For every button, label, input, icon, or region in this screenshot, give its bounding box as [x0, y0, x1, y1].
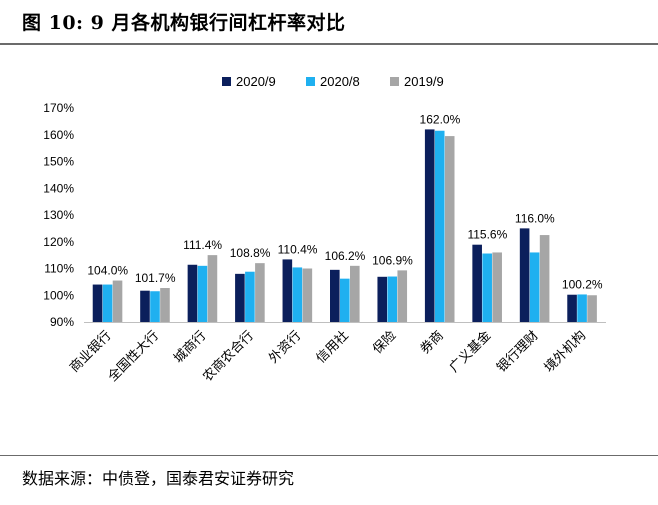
bottom-rule [0, 455, 658, 456]
bar-2020-8 [150, 291, 160, 322]
y-tick-label: 160% [43, 128, 74, 142]
bar-2020-9 [519, 228, 530, 322]
x-category-label: 农商农合行 [200, 328, 257, 385]
y-tick-label: 90% [50, 315, 74, 329]
bar-2019-9 [350, 265, 360, 322]
bar-chart: 90% 100% 110% 120% 130% 140% 150% 160% 170% 104.0… [43, 74, 606, 385]
bar-2020-8 [577, 294, 587, 322]
bar-2020-9 [472, 244, 482, 322]
data-label: 106.2% [325, 249, 366, 263]
data-label: 100.2% [562, 277, 603, 291]
y-tick-label: 170% [43, 101, 74, 115]
bar-2020-9 [282, 259, 293, 322]
legend-swatch [306, 77, 315, 86]
bar-2020-9 [140, 290, 150, 322]
data-source-note: 数据来源：中债登，国泰君安证券研究 [22, 469, 295, 488]
legend-label: 2019/9 [404, 74, 444, 89]
data-label: 101.7% [135, 271, 176, 285]
y-tick-label: 150% [43, 155, 74, 169]
bar-2020-8 [434, 130, 445, 322]
bar-2020-9 [330, 269, 340, 322]
legend-label: 2020/9 [236, 74, 276, 89]
data-label: 110.4% [278, 242, 318, 256]
bar-2020-8 [482, 253, 492, 322]
bar-2019-9 [255, 263, 265, 322]
y-tick-label: 110% [44, 262, 74, 276]
bar-2020-9 [235, 273, 245, 322]
top-rule [0, 43, 658, 45]
bar-2019-9 [112, 280, 123, 322]
bar-2019-9 [207, 255, 218, 322]
legend-swatch [390, 77, 399, 86]
bar-2020-8 [292, 267, 303, 322]
bar-2020-8 [529, 252, 540, 322]
x-category-label: 境外机构 [542, 328, 589, 375]
bar-2020-8 [197, 265, 208, 322]
legend-swatch [222, 77, 231, 86]
bar-2019-9 [160, 288, 170, 322]
data-label: 111.4% [183, 238, 222, 252]
bar-2020-8 [102, 284, 113, 322]
y-tick-label: 140% [43, 181, 74, 195]
data-label: 104.0% [87, 264, 128, 278]
bar-2020-9 [424, 129, 435, 322]
x-category-label: 银行理财 [494, 328, 541, 375]
bar-2019-9 [397, 270, 408, 322]
bar-2020-9 [377, 276, 388, 322]
bar-2019-9 [587, 295, 597, 322]
bar-2020-9 [567, 294, 577, 322]
legend-label: 2020/8 [320, 74, 360, 89]
y-tick-label: 120% [43, 235, 74, 249]
x-category-label: 商业银行 [67, 328, 114, 375]
x-category-label: 保险 [370, 328, 399, 357]
bar-2020-8 [245, 271, 255, 322]
bar-2020-9 [92, 284, 103, 322]
bar-2019-9 [539, 235, 550, 322]
x-category-label: 广义基金 [446, 328, 494, 376]
data-label: 115.6% [467, 228, 507, 242]
bar-2019-9 [492, 252, 502, 322]
figure-title: 图 10: 9 月各机构银行间杠杆率对比 [22, 12, 346, 34]
bar-2019-9 [444, 136, 455, 322]
data-label: 162.0% [420, 112, 461, 126]
data-label: 116.0% [515, 211, 555, 225]
x-category-label: 外资行 [266, 328, 304, 366]
x-category-label: 信用社 [313, 328, 352, 367]
bar-2019-9 [302, 268, 313, 322]
data-label: 106.9% [372, 253, 413, 267]
x-category-label: 券商 [417, 328, 447, 358]
y-tick-label: 130% [43, 208, 74, 222]
bar-2020-9 [187, 264, 198, 322]
bar-2020-8 [387, 276, 398, 322]
y-tick-label: 100% [43, 288, 74, 302]
data-label: 108.8% [230, 246, 271, 260]
x-category-label: 全国性大行 [105, 328, 162, 385]
x-category-label: 城商行 [171, 328, 209, 366]
bar-2020-8 [340, 278, 350, 322]
